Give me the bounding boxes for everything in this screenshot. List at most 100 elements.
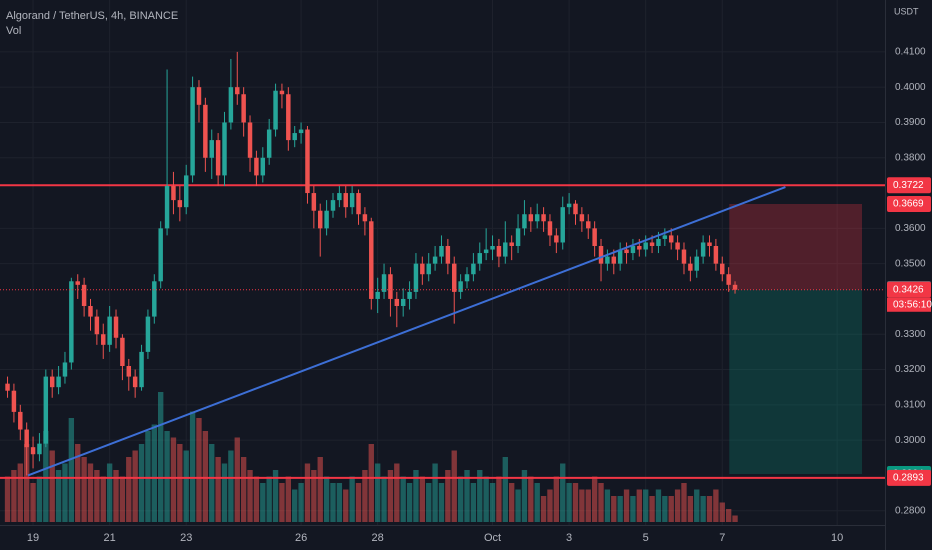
position-reward bbox=[729, 289, 863, 474]
volume-bar bbox=[483, 476, 489, 522]
volume-bar bbox=[387, 470, 394, 522]
volume-bar bbox=[630, 496, 636, 522]
volume-bar bbox=[681, 483, 687, 522]
volume-bar bbox=[719, 502, 725, 522]
x-tick-label: 23 bbox=[180, 532, 192, 544]
volume-bar bbox=[189, 411, 196, 522]
volume-bar bbox=[158, 392, 164, 522]
countdown-bg bbox=[887, 297, 931, 312]
candle-body bbox=[5, 383, 10, 391]
price-label-bg bbox=[887, 177, 931, 194]
volume-bar bbox=[94, 470, 100, 522]
volume-bar bbox=[700, 496, 706, 522]
candle-body bbox=[120, 337, 125, 366]
volume-bar bbox=[285, 476, 292, 522]
candle-body bbox=[292, 133, 297, 141]
candle-body bbox=[30, 447, 36, 455]
volume-bar bbox=[604, 489, 611, 522]
candle-body bbox=[413, 263, 419, 292]
candle-body bbox=[94, 316, 100, 335]
candle-body bbox=[554, 235, 559, 243]
x-tick-label: 21 bbox=[104, 532, 116, 544]
volume-bar bbox=[732, 515, 738, 522]
candle-body bbox=[190, 87, 195, 176]
candle-body bbox=[260, 157, 266, 176]
candle-body bbox=[707, 242, 712, 246]
volume-bar bbox=[87, 463, 94, 522]
candle-body bbox=[490, 246, 495, 250]
candle-body bbox=[43, 376, 49, 444]
volume-bar bbox=[215, 457, 221, 522]
volume-bar bbox=[438, 483, 445, 522]
candle-body bbox=[37, 443, 42, 455]
volume-bar bbox=[298, 483, 304, 522]
candle-body bbox=[522, 214, 527, 229]
axis: 0.4100 0.4000 0.3900 0.3800 0.3600 0.3500 0.33… bbox=[27, 47, 932, 544]
candle-body bbox=[228, 87, 234, 123]
candle-body bbox=[75, 281, 80, 285]
candle-body bbox=[700, 242, 706, 257]
volume-bar bbox=[470, 483, 477, 522]
y-tick-label: 0.3800 bbox=[895, 152, 926, 163]
volume-bar bbox=[400, 476, 406, 522]
x-tick-label: Oct bbox=[484, 532, 501, 544]
candle-body bbox=[688, 263, 693, 271]
volume-bar bbox=[451, 450, 457, 522]
volume-bar bbox=[62, 463, 68, 522]
volume-bar bbox=[36, 476, 43, 522]
volume-bar bbox=[521, 470, 528, 522]
candle-body bbox=[62, 362, 68, 377]
price-label: 0.2893 bbox=[893, 473, 924, 484]
candle-body bbox=[643, 242, 648, 250]
volume-bar bbox=[183, 450, 189, 522]
volume-bar bbox=[221, 463, 228, 522]
candle-body bbox=[132, 376, 138, 388]
volume-bar bbox=[540, 496, 547, 522]
volume-bar bbox=[591, 476, 598, 522]
volume-bar bbox=[119, 476, 126, 522]
volume-bar bbox=[11, 470, 17, 522]
candle-body bbox=[266, 129, 272, 158]
volume-bar bbox=[170, 437, 177, 522]
trendline bbox=[27, 186, 786, 477]
y-tick-label: 0.3200 bbox=[895, 364, 926, 375]
x-tick-label: 26 bbox=[295, 532, 307, 544]
candle-body bbox=[254, 157, 259, 176]
candle-body bbox=[566, 203, 572, 208]
volume-bar bbox=[349, 476, 355, 522]
candle-body bbox=[605, 256, 610, 264]
candle-body bbox=[356, 193, 361, 215]
volume-bar bbox=[579, 489, 585, 522]
candle-body bbox=[362, 214, 368, 222]
volume-bar bbox=[528, 476, 534, 522]
volume-bar bbox=[413, 470, 419, 522]
candle-body bbox=[247, 122, 253, 158]
volume-bar bbox=[260, 483, 266, 522]
candle-body bbox=[286, 94, 291, 141]
candle-body bbox=[177, 200, 183, 208]
volume-bar bbox=[49, 450, 55, 522]
candle-body bbox=[598, 246, 604, 264]
volume-bar bbox=[132, 450, 138, 522]
candle-body bbox=[215, 140, 221, 176]
candle-body bbox=[452, 263, 457, 292]
volume-bar bbox=[617, 496, 623, 522]
candle-body bbox=[171, 186, 176, 201]
volume-bar bbox=[362, 470, 368, 522]
candle-body bbox=[547, 221, 553, 236]
volume-bar bbox=[55, 470, 62, 522]
volume-bar bbox=[196, 418, 202, 522]
y-tick-label: 0.3100 bbox=[895, 399, 926, 410]
volume-bar bbox=[687, 496, 694, 522]
volume-bar bbox=[464, 470, 470, 522]
volume-bar bbox=[145, 431, 151, 522]
volume-bar bbox=[668, 496, 674, 522]
volume-bar bbox=[311, 470, 317, 522]
candle-body bbox=[720, 263, 725, 275]
candle-body bbox=[515, 228, 521, 246]
volume-bar bbox=[643, 489, 649, 522]
volume-bar bbox=[611, 496, 617, 522]
candle-body bbox=[11, 390, 17, 412]
candle-body bbox=[369, 221, 374, 299]
candle-body bbox=[330, 200, 336, 211]
